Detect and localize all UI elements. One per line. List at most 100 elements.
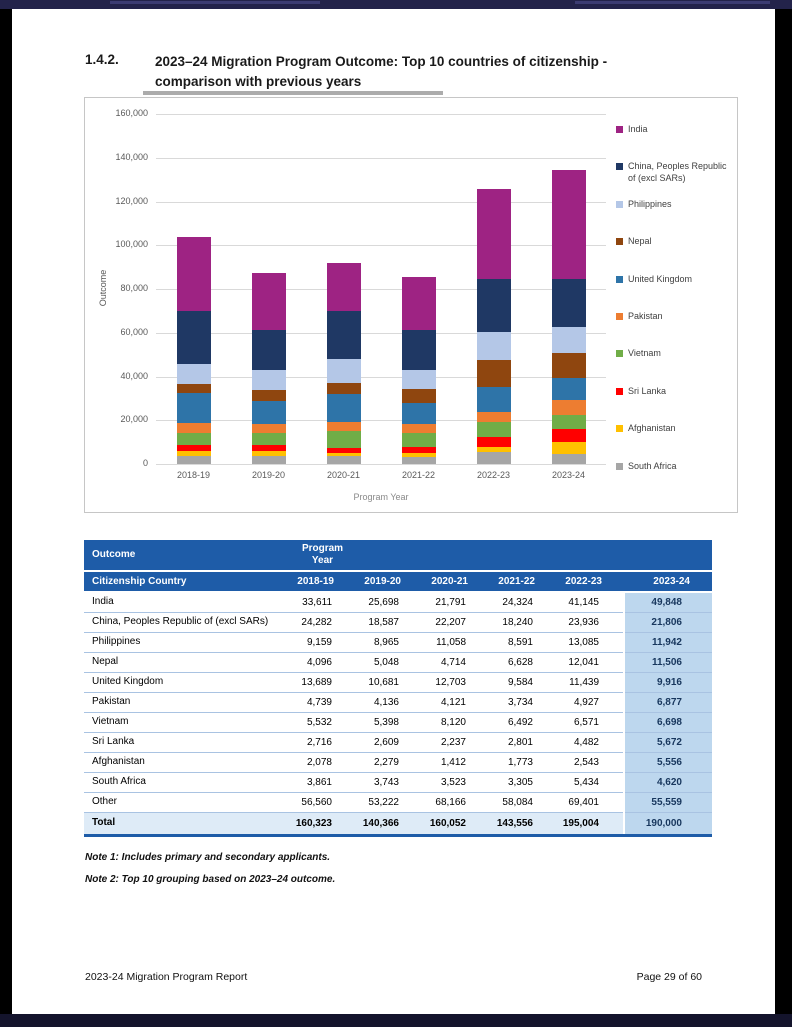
table-cell-value: 13,085: [557, 632, 624, 653]
table-header-empty: [490, 540, 557, 572]
bar-segment-nepal: [326, 383, 361, 394]
table-cell-value: 4,620: [623, 772, 712, 793]
table-header-program-year: Program Year: [289, 540, 356, 572]
table-header-2022-23: 2022-23: [557, 571, 624, 593]
table-cell-value: 69,401: [557, 792, 624, 813]
gridline: [156, 332, 606, 334]
table-row-pakistan: Pakistan 4,739 4,136 4,121 3,734 4,927 6,877: [84, 692, 712, 713]
legend-label: Vietnam: [628, 348, 661, 359]
table-header-empty: [423, 540, 490, 572]
bar-segment-china-peoples-republic-of-excl-sars: [401, 330, 436, 371]
bar-segment-india: [176, 237, 211, 311]
bar-segment-sri-lanka: [176, 445, 211, 452]
bar-segment-vietnam: [251, 433, 286, 446]
bar-segment-sri-lanka: [251, 445, 286, 451]
legend-swatch-icon: [616, 200, 623, 208]
legend-swatch-icon: [616, 163, 623, 171]
legend-item-india: India: [616, 124, 736, 136]
y-tick-label: 60,000: [120, 326, 148, 337]
table-cell-value: 53,222: [356, 792, 423, 813]
bar-segment-pakistan: [326, 421, 361, 431]
bar-segment-sri-lanka: [551, 429, 586, 442]
table-cell-value: 3,734: [490, 692, 557, 713]
table-cell-value: 3,305: [490, 772, 557, 793]
gridline: [156, 420, 606, 422]
bar-segment-south-africa: [326, 456, 361, 464]
table-cell-country: Other: [84, 792, 289, 813]
table-cell-value: 23,936: [557, 612, 624, 633]
table-header-2019-20: 2019-20: [356, 571, 423, 593]
window-top-edge: [0, 0, 792, 9]
gridline: [156, 464, 606, 465]
legend-label: Afghanistan: [628, 423, 676, 434]
footer-document-title: 2023-24 Migration Program Report: [85, 971, 248, 983]
legend-item-nepal: Nepal: [616, 236, 736, 248]
table-cell-value: 2,609: [356, 732, 423, 753]
table-header-empty: [356, 540, 423, 572]
bar-segment-china-peoples-republic-of-excl-sars: [476, 279, 511, 332]
bar-segment-afghanistan: [401, 452, 436, 457]
note-1: Note 1: Includes primary and secondary a…: [85, 852, 331, 863]
window-bottom-edge: [0, 1014, 792, 1027]
bar-segment-india: [401, 277, 436, 331]
bar-segment-south-africa: [251, 455, 286, 464]
table-row-other: Other 56,560 53,222 68,166 58,084 69,401 55,55…: [84, 792, 712, 813]
table-cell-value: 11,942: [623, 632, 712, 653]
legend-item-vietnam: Vietnam: [616, 348, 736, 360]
table-row-sri-lanka: Sri Lanka 2,716 2,609 2,237 2,801 4,482 5,672: [84, 732, 712, 753]
bar-segment-india: [251, 273, 286, 330]
x-tick-label: 2021-22: [401, 470, 436, 480]
table-cell-value: 2,801: [490, 732, 557, 753]
x-tick-label: 2018-19: [176, 470, 211, 480]
table-cell-value: 2,716: [289, 732, 356, 753]
table-cell-value: 2,078: [289, 752, 356, 773]
table-row-philippines: Philippines 9,159 8,965 11,058 8,591 13,085 11…: [84, 632, 712, 653]
table-cell-value: 5,048: [356, 652, 423, 673]
table-cell-country: Sri Lanka: [84, 732, 289, 753]
table-cell-value: 24,324: [490, 592, 557, 613]
page-title: 2023–24 Migration Program Outcome: Top 1…: [155, 54, 608, 90]
x-tick-label: 2022-23: [476, 470, 511, 480]
table-cell-country: Afghanistan: [84, 752, 289, 773]
legend-item-philippines: Philippines: [616, 199, 736, 211]
legend-item-afghanistan: Afghanistan: [616, 423, 736, 435]
section-number: 1.4.2.: [85, 52, 119, 67]
table-cell-value: 9,916: [623, 672, 712, 693]
bar-segment-philippines: [251, 370, 286, 390]
gridline: [156, 289, 606, 290]
legend-label: Nepal: [628, 236, 652, 247]
bar-segment-south-africa: [476, 452, 511, 464]
bar-segment-united-kingdom: [401, 403, 436, 425]
table-row-afghanistan: Afghanistan 2,078 2,279 1,412 1,773 2,543 5,55…: [84, 752, 712, 773]
table-cell-value: 5,556: [623, 752, 712, 773]
table-cell-country: Nepal: [84, 652, 289, 673]
table-cell-value: 1,412: [423, 752, 490, 773]
bar-segment-philippines: [401, 370, 436, 389]
bar-segment-china-peoples-republic-of-excl-sars: [551, 278, 586, 327]
table-cell-value: 1,773: [490, 752, 557, 773]
table-cell-value: 68,166: [423, 792, 490, 813]
legend-label: India: [628, 124, 648, 134]
legend-label: South Africa: [628, 460, 677, 471]
bar-segment-nepal: [251, 389, 286, 401]
table-row-total: Total 160,323 140,366 160,052 143,556 195,004…: [84, 811, 712, 837]
table-cell-value: 11,058: [423, 632, 490, 653]
table-cell-value: 21,791: [423, 592, 490, 613]
table-row-india: India 33,611 25,698 21,791 24,324 41,145 49,84…: [84, 592, 712, 613]
legend-swatch-icon: [616, 275, 623, 283]
table-cell-country: United Kingdom: [84, 672, 289, 693]
legend-swatch-icon: [616, 425, 623, 433]
bar-segment-south-africa: [176, 455, 211, 464]
table-cell-value: 3,523: [423, 772, 490, 793]
table-cell-value: 6,571: [557, 712, 624, 733]
table-cell-value: 18,587: [356, 612, 423, 633]
table-header-2023-24: 2023-24: [624, 571, 712, 593]
table-cell-value: 8,965: [356, 632, 423, 653]
y-tick-label: 100,000: [115, 239, 148, 250]
table-cell-value: 10,681: [356, 672, 423, 693]
table-header-empty: [557, 540, 624, 572]
top-edge-highlight: [110, 1, 320, 4]
table-cell-value: 160,323: [289, 811, 356, 837]
table-cell-value: 4,714: [423, 652, 490, 673]
bar-segment-pakistan: [176, 422, 211, 433]
